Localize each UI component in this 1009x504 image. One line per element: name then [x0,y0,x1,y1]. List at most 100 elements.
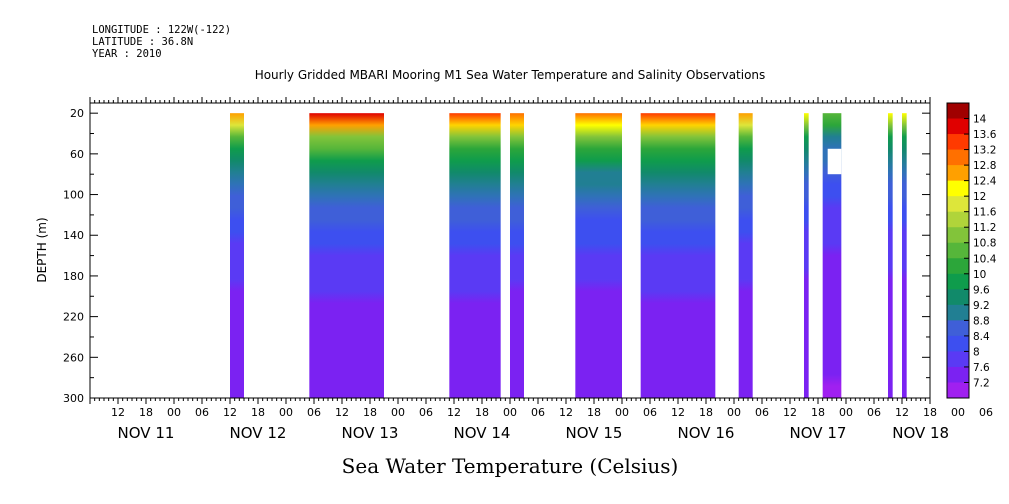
chart-title: Hourly Gridded MBARI Mooring M1 Sea Wate… [254,68,766,82]
colorbar-bin [947,149,969,166]
x-hour-tick-label: 00 [727,406,741,419]
colorbar-bin [947,273,969,290]
colorbar-bin [947,227,969,244]
colorbar-label: 10.8 [973,238,996,250]
colorbar-bin [947,258,969,275]
latitude-label: LATITUDE : 36.8N [92,36,194,48]
x-hour-tick-label: 12 [671,406,685,419]
x-hour-tick-label: 12 [335,406,349,419]
x-day-label: NOV 11 [118,424,175,442]
colorbar-bin [947,320,969,337]
colorbar-label: 12 [973,191,986,203]
y-tick-label: 300 [63,392,84,405]
data-segment [575,113,622,398]
x-hour-tick-label: 12 [783,406,797,419]
colorbar-bin [947,366,969,383]
colorbar-label: 7.6 [973,362,990,374]
x-day-label: NOV 14 [454,424,511,442]
y-tick-label: 180 [63,270,84,283]
x-hour-tick-label: 12 [559,406,573,419]
colorbar-bin [947,211,969,228]
longitude-label: LONGITUDE : 122W(-122) [92,24,232,36]
data-segment [822,113,842,398]
colorbar-label: 8.8 [973,315,990,327]
data-segment [510,113,524,398]
colorbar-bin [947,118,969,135]
plot-area [230,113,907,398]
x-hour-tick-label: 06 [195,406,209,419]
missing-data-gap [827,148,842,175]
colorbar-bin [947,351,969,368]
x-axis-title: Sea Water Temperature (Celsius) [341,454,679,478]
x-hour-tick-label: 06 [307,406,321,419]
colorbar-label: 13.2 [973,145,996,157]
colorbar-label: 13.6 [973,129,997,141]
x-hour-tick-label: 00 [615,406,629,419]
colorbar-bin [947,304,969,321]
y-tick-label: 60 [70,148,84,161]
x-hour-tick-label: 18 [587,406,601,419]
data-segment [888,113,893,398]
x-hour-tick-label: 00 [503,406,517,419]
x-hour-tick-label: 18 [139,406,153,419]
colorbar-label: 12.4 [973,176,997,188]
x-hour-tick-label: 18 [699,406,713,419]
colorbar-label: 11.2 [973,222,996,234]
axes: 12 18 00 06 12 18 00 06 12 18 00 06 12 18 00 06 12 18 00 06… [63,97,993,442]
colorbar-frame [946,102,970,399]
colorbar-label: 14 [973,114,987,126]
colorbar-bin [947,196,969,213]
data-segment [738,113,753,398]
colorbar-label: 10.4 [973,253,997,265]
colorbar-label: 11.6 [973,207,997,219]
colorbar-label: 9.6 [973,284,990,296]
colorbar-label: 10 [973,269,986,281]
x-hour-tick-label: 06 [643,406,657,419]
x-hour-tick-label: 06 [531,406,545,419]
colorbar-bin [947,242,969,259]
x-day-label: NOV 15 [566,424,623,442]
x-hour-tick-label: 00 [167,406,181,419]
x-hour-tick-label: 18 [475,406,489,419]
y-tick-label: 100 [63,189,84,202]
colorbar-label: 9.2 [973,300,990,312]
x-hour-tick-label: 06 [755,406,769,419]
x-hour-tick-label: 06 [979,406,993,419]
x-hour-tick-label: 00 [951,406,965,419]
x-hour-tick-label: 00 [279,406,293,419]
y-tick-label: 20 [70,107,84,120]
x-hour-tick-label: 18 [923,406,937,419]
x-hour-tick-label: 18 [251,406,265,419]
x-hour-tick-label: 06 [419,406,433,419]
colorbar-bin [947,103,969,120]
colorbar-label: 8 [973,346,980,358]
colorbar-bin [947,382,969,399]
x-day-label: NOV 12 [230,424,287,442]
colorbar-bin [947,134,969,151]
x-day-label: NOV 13 [342,424,399,442]
y-tick-label: 260 [63,351,84,364]
x-hour-tick-label: 12 [223,406,237,419]
colorbar-bin [947,289,969,306]
colorbar-label: 7.2 [973,377,990,389]
x-day-label: NOV 18 [892,424,949,442]
x-day-label: NOV 16 [678,424,735,442]
x-hour-tick-label: 12 [111,406,125,419]
y-tick-label: 140 [63,229,84,242]
data-segment [640,113,716,398]
colorbar-bin [947,180,969,197]
colorbar-label: 8.4 [973,331,990,343]
data-segment [449,113,501,398]
x-hour-tick-label: 12 [895,406,909,419]
x-hour-tick-label: 06 [867,406,881,419]
year-label: YEAR : 2010 [92,48,162,60]
data-segment [804,113,809,398]
x-hour-tick-label: 12 [447,406,461,419]
x-hour-tick-label: 18 [363,406,377,419]
x-hour-tick-label: 00 [839,406,853,419]
x-hour-tick-label: 00 [391,406,405,419]
y-axis-label: DEPTH (m) [35,217,49,282]
y-tick-label: 220 [63,311,84,324]
colorbar-bin [947,335,969,352]
